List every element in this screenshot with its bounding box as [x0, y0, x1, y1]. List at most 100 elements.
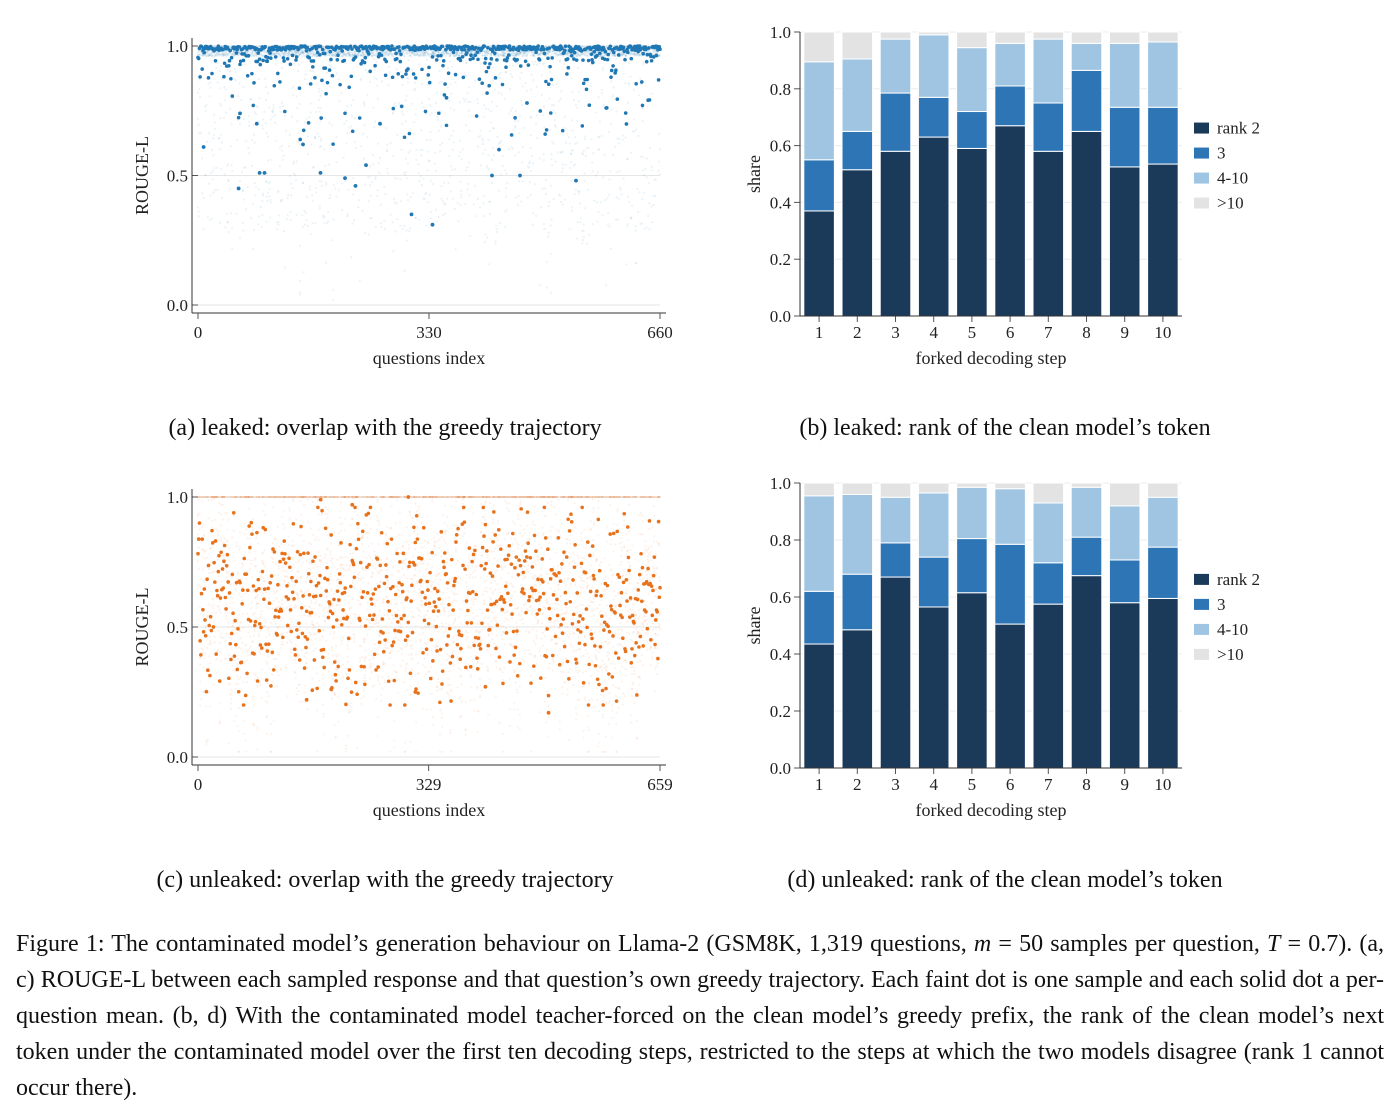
sample-dot [476, 145, 480, 148]
sample-dot [304, 54, 307, 58]
sample-dot [463, 72, 466, 75]
sample-dot [487, 51, 490, 54]
sample-dot [582, 229, 585, 232]
sample-dot [363, 124, 366, 127]
sample-dot [332, 51, 335, 54]
sample-dot [392, 112, 395, 115]
sample-dot [216, 189, 219, 192]
sample-dot [290, 115, 293, 118]
sample-dot [420, 183, 424, 187]
sample-dot [343, 179, 347, 183]
sample-dot [294, 178, 298, 182]
sample-dot [642, 107, 645, 110]
mean-dot [236, 115, 241, 120]
y-tick-label: 0.4 [770, 193, 792, 212]
sample-dot [600, 134, 604, 138]
mean-dot [453, 72, 458, 77]
sample-dot [236, 54, 239, 57]
sample-dot [209, 641, 212, 644]
sample-dot [374, 176, 377, 179]
sample-dot [318, 88, 321, 91]
sample-dot [383, 219, 386, 222]
sample-dot [487, 108, 490, 111]
sample-dot [270, 54, 273, 57]
sample-dot [231, 52, 234, 55]
sample-dot [357, 52, 360, 55]
sample-dot [315, 55, 319, 58]
sample-dot [252, 248, 255, 251]
sample-dot [304, 78, 307, 81]
mean-dot [301, 142, 305, 147]
sample-dot [348, 131, 351, 134]
sample-dot [344, 53, 347, 56]
mean-dot [560, 128, 565, 133]
sample-dot [361, 53, 364, 57]
sample-dot [273, 121, 277, 124]
sample-dot [326, 51, 329, 54]
sample-dot [266, 199, 269, 203]
sample-dot [250, 52, 253, 55]
sample-dot [456, 52, 459, 55]
mean-dot [201, 145, 206, 149]
sample-dot [428, 113, 431, 116]
sample-dot [299, 291, 302, 294]
mean-dot [543, 132, 547, 136]
sample-dot [517, 194, 520, 198]
sample-dot [215, 54, 218, 57]
sample-dot [215, 52, 218, 55]
mean-dot [460, 54, 465, 59]
sample-dot [574, 188, 578, 191]
mean-dot [258, 62, 263, 67]
sample-dot [248, 151, 251, 155]
sample-dot [453, 207, 456, 211]
sample-dot [558, 194, 562, 197]
sample-dot [236, 94, 239, 98]
sample-dot [333, 67, 336, 70]
mean-dot [367, 52, 371, 56]
sample-dot [287, 52, 291, 55]
sample-dot [280, 144, 284, 148]
x-tick-label: 6 [1006, 323, 1015, 342]
sample-dot [265, 180, 268, 183]
bar-segment [994, 125, 1026, 317]
sample-dot [238, 82, 241, 85]
sample-dot [269, 118, 272, 121]
sample-dot [551, 53, 554, 56]
mean-dot [384, 59, 389, 64]
mean-dots [196, 44, 662, 227]
mean-dot [624, 122, 629, 126]
sample-dot [572, 98, 576, 102]
sample-dot [412, 52, 415, 55]
sample-dot [561, 167, 564, 170]
sample-dot [357, 199, 361, 202]
sample-dot [648, 228, 651, 231]
sample-dot [634, 225, 637, 228]
sample-dot [226, 68, 229, 71]
sample-dot [451, 168, 454, 171]
sample-dot [493, 154, 496, 157]
sample-dot [387, 53, 390, 56]
bar-segment [803, 61, 835, 161]
mean-dot [234, 51, 239, 55]
sample-dot [290, 50, 293, 53]
mean-dot [656, 78, 661, 82]
legend-swatch [1194, 172, 1209, 184]
mean-dot [476, 57, 480, 62]
sample-dot [258, 45, 261, 48]
sample-dot [348, 52, 351, 55]
sample-dot [657, 169, 660, 172]
sample-dot [220, 537, 223, 540]
mean-dot [200, 67, 204, 71]
sample-dot [411, 51, 414, 54]
sample-dot [197, 498, 200, 501]
sample-dot [324, 116, 327, 120]
sample-dot [402, 50, 405, 53]
mean-dot [238, 111, 242, 116]
sample-dot [408, 52, 411, 55]
sample-dot [606, 196, 609, 200]
sample-dot [287, 52, 291, 55]
sample-dot [205, 743, 208, 747]
sample-dot [302, 52, 305, 56]
sample-dot [389, 213, 392, 216]
sample-dot [271, 115, 274, 118]
